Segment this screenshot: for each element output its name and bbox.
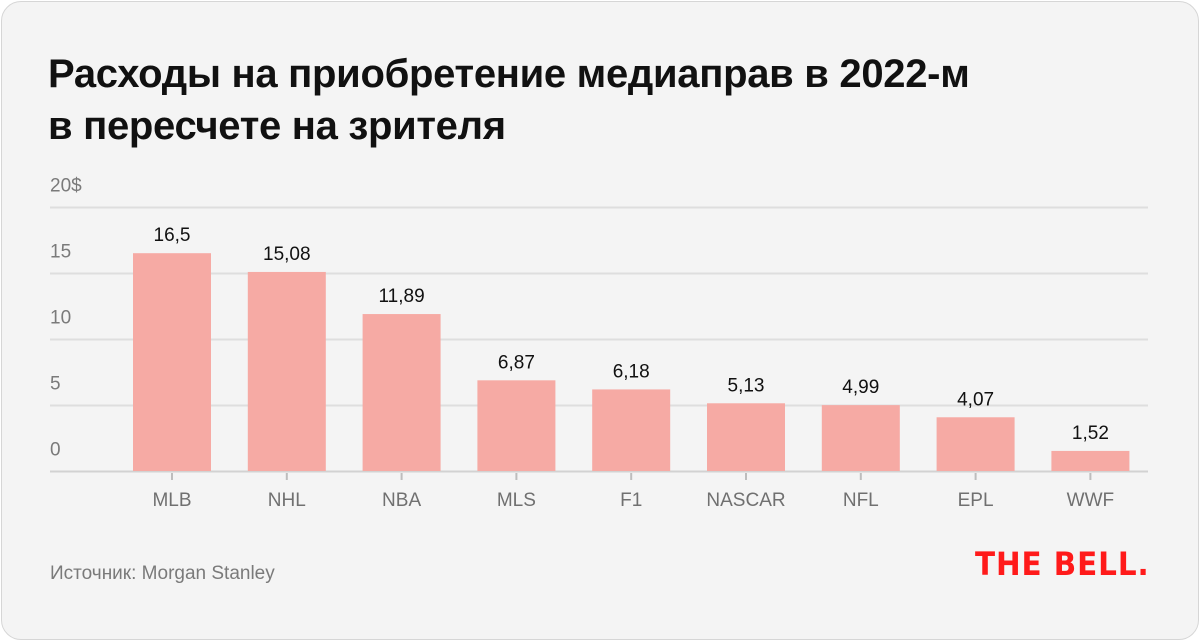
bar-nfl	[821, 405, 900, 471]
bar-mls	[477, 380, 556, 471]
bars: 16,5 15,08 11,89 6,87 6,18 5,13 4,99 4,07 1,52	[133, 225, 1130, 471]
source-note: Источник: Morgan Stanley	[50, 563, 275, 584]
value-label: 4,99	[842, 377, 879, 398]
x-tick-label: NHL	[268, 490, 306, 511]
x-tick-label: NASCAR	[706, 490, 785, 511]
value-label: 6,87	[498, 352, 535, 373]
value-label: 6,18	[613, 361, 650, 382]
value-label: 1,52	[1072, 423, 1109, 444]
value-label: 5,13	[728, 375, 765, 396]
value-label: 4,07	[957, 389, 994, 410]
x-tick-label: MLS	[497, 490, 536, 511]
y-tick-label: 20$	[50, 176, 82, 197]
value-label: 11,89	[379, 286, 425, 307]
x-tick-label: MLB	[152, 490, 191, 511]
chart-title: Расходы на приобретение медиаправ в 2022…	[48, 48, 970, 152]
y-tick-label: 10	[50, 308, 71, 329]
bar-f1	[592, 389, 671, 471]
chart-title-line-2: в пересчете на зрителя	[48, 104, 506, 148]
y-tick-label: 0	[50, 440, 61, 461]
the-bell-logo: THE BELL.	[975, 545, 1150, 583]
bar-epl	[936, 417, 1015, 471]
x-tick-label: NFL	[843, 490, 879, 511]
value-label: 16,5	[154, 225, 191, 246]
value-label: 15,08	[263, 244, 311, 265]
bar-nhl	[247, 271, 326, 471]
y-tick-label: 5	[50, 374, 61, 395]
chart-title-line-1: Расходы на приобретение медиаправ в 2022…	[48, 52, 970, 96]
bar-nba	[362, 314, 441, 471]
bar-wwf	[1051, 450, 1130, 471]
x-tick-label: EPL	[958, 490, 994, 511]
x-axis-ticks: MLB NHL NBA MLS F1 NASCAR NFL EPL WWF	[152, 473, 1114, 511]
x-tick-label: F1	[620, 490, 642, 511]
y-tick-label: 15	[50, 242, 71, 263]
y-axis-ticks: 0 5 10 15 20$	[50, 176, 82, 461]
bar-nascar	[707, 403, 785, 471]
x-tick-label: WWF	[1067, 490, 1114, 511]
x-tick-label: NBA	[382, 490, 421, 511]
bar-mlb	[133, 253, 211, 471]
